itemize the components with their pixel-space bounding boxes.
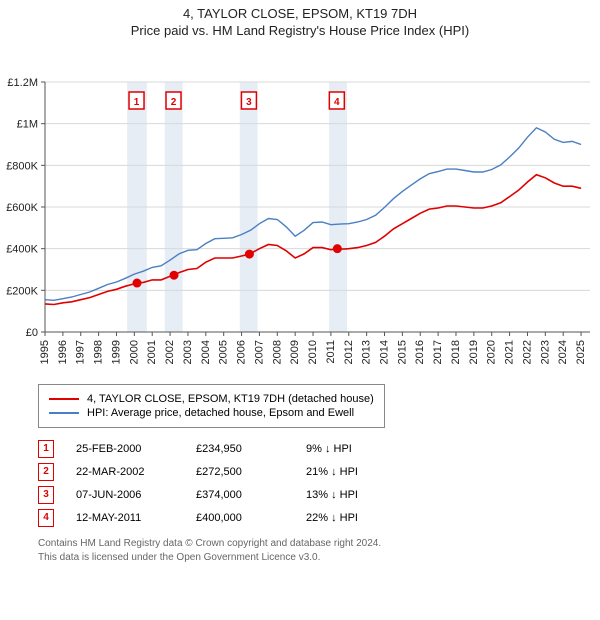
title-subtitle: Price paid vs. HM Land Registry's House … — [0, 23, 600, 38]
y-axis-label: £1.2M — [7, 77, 38, 89]
transaction-price: £400,000 — [196, 512, 306, 524]
x-axis-label: 2000 — [128, 340, 140, 364]
transaction-diff: 21% ↓ HPI — [306, 466, 386, 478]
title-address: 4, TAYLOR CLOSE, EPSOM, KT19 7DH — [0, 6, 600, 21]
svg-text:1: 1 — [134, 97, 140, 108]
transaction-point — [170, 271, 179, 280]
x-axis-label: 2004 — [200, 340, 212, 364]
svg-text:4: 4 — [334, 97, 340, 108]
x-axis-label: 2006 — [236, 340, 248, 364]
x-axis-label: 1999 — [110, 340, 122, 364]
footer-line2: This data is licensed under the Open Gov… — [38, 551, 588, 565]
x-axis-label: 1996 — [57, 340, 69, 364]
x-axis-label: 2014 — [379, 340, 391, 364]
y-axis-label: £1M — [17, 119, 38, 131]
x-axis-label: 2016 — [414, 340, 426, 364]
y-axis-label: £800K — [6, 160, 38, 172]
transaction-point — [133, 279, 142, 288]
chart-svg: £0 £200K £400K £600K £800K £1M £1.2M 1995 1996 19… — [0, 38, 600, 378]
transaction-row: 2 22-MAR-2002£272,50021% ↓ HPI — [38, 463, 588, 481]
transaction-row: 1 25-FEB-2000£234,9509% ↓ HPI — [38, 440, 588, 458]
series-hpi — [45, 128, 581, 300]
chart-container: 4, TAYLOR CLOSE, EPSOM, KT19 7DH Price p… — [0, 0, 600, 565]
transaction-marker-box: 2 — [166, 92, 181, 109]
transaction-number-box: 2 — [38, 463, 54, 481]
x-axis-label: 2001 — [146, 340, 158, 364]
footer-line1: Contains HM Land Registry data © Crown c… — [38, 537, 588, 551]
x-axis-label: 2012 — [343, 340, 355, 364]
transaction-row: 3 07-JUN-2006£374,00013% ↓ HPI — [38, 486, 588, 504]
x-axis-label: 2017 — [432, 340, 444, 364]
x-axis-label: 2025 — [575, 340, 587, 364]
legend-row: HPI: Average price, detached house, Epso… — [49, 407, 374, 419]
x-axis-label: 2020 — [486, 340, 498, 364]
x-axis-label: 2024 — [557, 340, 569, 364]
transaction-marker-box: 3 — [241, 92, 256, 109]
transaction-date: 07-JUN-2006 — [76, 489, 196, 501]
x-axis-label: 2021 — [504, 340, 516, 364]
transaction-price: £272,500 — [196, 466, 306, 478]
x-axis-label: 2019 — [468, 340, 480, 364]
y-axis-label: £400K — [6, 244, 38, 256]
x-axis-label: 1995 — [39, 340, 51, 364]
chart-titles: 4, TAYLOR CLOSE, EPSOM, KT19 7DH Price p… — [0, 0, 600, 38]
series-subject — [45, 175, 581, 305]
transaction-number-box: 3 — [38, 486, 54, 504]
transaction-price: £234,950 — [196, 443, 306, 455]
x-axis-label: 1997 — [75, 340, 87, 364]
legend-swatch — [49, 398, 79, 400]
x-axis-label: 2010 — [307, 340, 319, 364]
transaction-number-box: 1 — [38, 440, 54, 458]
x-axis-label: 2018 — [450, 340, 462, 364]
transactions-table: 1 25-FEB-2000£234,9509% ↓ HPI 2 22-MAR-2002… — [38, 440, 588, 527]
x-axis-label: 2013 — [361, 340, 373, 364]
x-axis-label: 2011 — [325, 340, 337, 364]
x-axis-label: 2015 — [396, 340, 408, 364]
legend-label: 4, TAYLOR CLOSE, EPSOM, KT19 7DH (detach… — [87, 393, 374, 405]
transaction-diff: 22% ↓ HPI — [306, 512, 386, 524]
legend-row: 4, TAYLOR CLOSE, EPSOM, KT19 7DH (detach… — [49, 393, 374, 405]
y-axis-label: £0 — [26, 327, 38, 339]
transaction-date: 22-MAR-2002 — [76, 466, 196, 478]
transaction-point — [245, 250, 254, 259]
y-axis-label: £600K — [6, 202, 38, 214]
transaction-diff: 9% ↓ HPI — [306, 443, 386, 455]
x-axis-label: 2008 — [271, 340, 283, 364]
transaction-number-box: 4 — [38, 509, 54, 527]
transaction-date: 25-FEB-2000 — [76, 443, 196, 455]
transaction-date: 12-MAY-2011 — [76, 512, 196, 524]
legend-label: HPI: Average price, detached house, Epso… — [87, 407, 354, 419]
transaction-diff: 13% ↓ HPI — [306, 489, 386, 501]
x-axis-label: 1998 — [93, 340, 105, 364]
x-axis-label: 2005 — [218, 340, 230, 364]
legend-box: 4, TAYLOR CLOSE, EPSOM, KT19 7DH (detach… — [38, 384, 385, 428]
x-axis-label: 2003 — [182, 340, 194, 364]
chart-area: £0 £200K £400K £600K £800K £1M £1.2M 1995 1996 19… — [0, 38, 600, 378]
x-axis-label: 2009 — [289, 340, 301, 364]
x-axis-label: 2002 — [164, 340, 176, 364]
x-axis-label: 2007 — [253, 340, 265, 364]
transaction-marker-box: 4 — [329, 92, 344, 109]
transaction-price: £374,000 — [196, 489, 306, 501]
footer-attribution: Contains HM Land Registry data © Crown c… — [38, 537, 588, 565]
svg-text:3: 3 — [246, 97, 252, 108]
x-axis-label: 2023 — [539, 340, 551, 364]
y-axis-label: £200K — [6, 285, 38, 297]
x-axis-label: 2022 — [521, 340, 533, 364]
svg-text:2: 2 — [171, 97, 177, 108]
transaction-row: 4 12-MAY-2011£400,00022% ↓ HPI — [38, 509, 588, 527]
legend-swatch — [49, 412, 79, 414]
transaction-marker-box: 1 — [129, 92, 144, 109]
transaction-point — [333, 244, 342, 253]
